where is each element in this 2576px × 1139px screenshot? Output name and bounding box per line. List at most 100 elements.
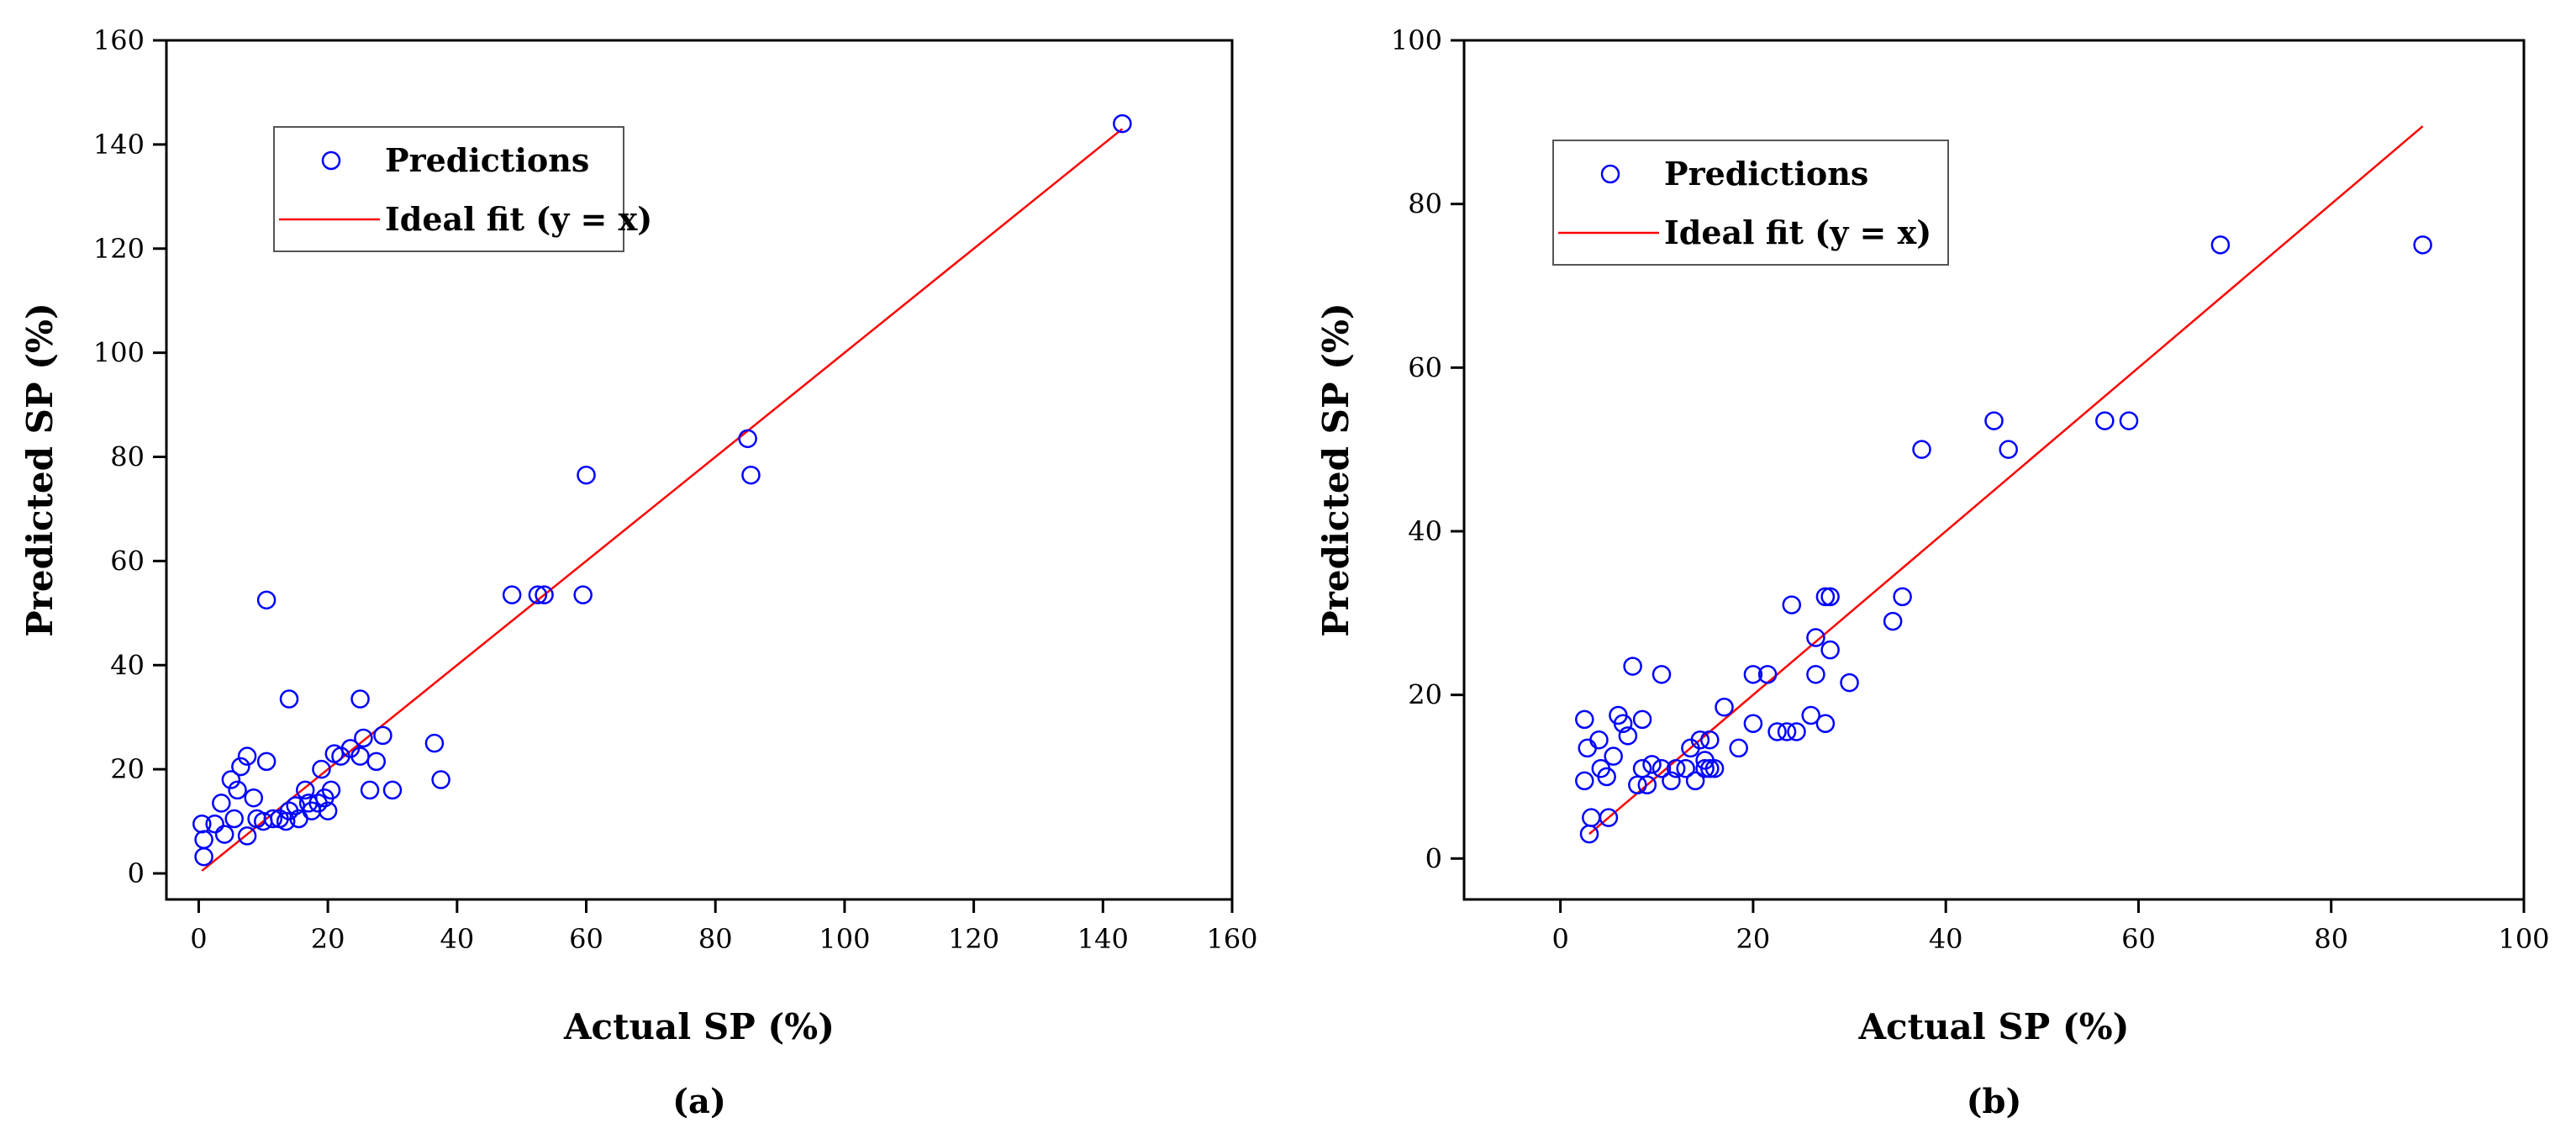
chart-b-y-tick-label: 80 — [1408, 188, 1442, 220]
chart-b-data-point — [1757, 665, 1778, 684]
chart-b-data-point — [1704, 759, 1725, 778]
chart-b-data-point — [1582, 808, 1601, 827]
chart-a-data-point — [535, 585, 554, 604]
chart-a-x-tick-label: 80 — [698, 923, 733, 955]
chart-a-data-point — [321, 780, 341, 800]
chart-b-data-point — [1815, 587, 1836, 607]
chart-b-legend-marker-icon — [1600, 164, 1620, 184]
chart-a-legend-box — [273, 126, 624, 252]
chart-b-data-point — [1729, 738, 1748, 758]
chart-b-data-point — [1597, 767, 1616, 787]
chart-b-data-point — [1632, 759, 1652, 778]
chart-a-data-point — [424, 733, 445, 753]
chart-b-data-point — [1743, 665, 1763, 684]
chart-b-data-point — [1637, 775, 1657, 794]
chart-a-data-point — [373, 725, 392, 746]
chart-b-legend-box — [1552, 140, 1949, 266]
chart-b-y-tick-label: 60 — [1408, 351, 1442, 383]
chart-b-data-point — [1912, 440, 1931, 459]
chart-a-x-tick-label: 160 — [1206, 923, 1257, 955]
chart-b-data-point — [2119, 411, 2139, 430]
chart-a-data-point — [205, 814, 224, 834]
chart-a-x-tick-label: 120 — [948, 923, 999, 955]
chart-a-data-point — [194, 846, 213, 867]
chart-b-legend-label-ideal-fit: Ideal fit (y = x) — [1664, 214, 1931, 251]
chart-b-data-point — [1715, 698, 1734, 717]
chart-a-data-point — [741, 465, 761, 485]
chart-b-data-point — [1700, 759, 1720, 778]
chart-b-data-point — [1589, 730, 1609, 750]
chart-a-data-point — [276, 811, 296, 831]
chart-b-legend-label-predictions: Predictions — [1664, 155, 1868, 192]
chart-b-y-axis-title: Predicted SP (%) — [1315, 303, 1356, 637]
chart-b-data-point — [1651, 665, 1672, 684]
chart-b-data-point — [1604, 746, 1623, 766]
chart-a-x-tick-label: 60 — [569, 923, 603, 955]
chart-b-ideal-fit-line — [1588, 125, 2424, 836]
chart-b-data-point — [1820, 640, 1840, 660]
chart-b-data-point — [1662, 771, 1681, 791]
chart-a-x-tick-label: 140 — [1077, 923, 1129, 955]
chart-b-data-point — [1628, 775, 1647, 794]
chart-b-data-point — [1632, 709, 1652, 730]
chart-b-data-point — [1893, 587, 1912, 607]
chart-b-data-point — [1840, 672, 1859, 693]
chart-b-data-point — [2413, 235, 2432, 255]
chart-b-data-point — [1651, 759, 1672, 778]
chart-a-data-point — [237, 826, 257, 846]
chart-a-data-point — [295, 780, 315, 800]
chart-a-data-point — [431, 770, 450, 789]
chart-b-data-point — [1700, 730, 1720, 750]
chart-b-data-point — [1883, 611, 1903, 631]
chart-a-x-axis-title: Actual SP (%) — [563, 1006, 835, 1047]
chart-b-data-point — [1767, 722, 1787, 741]
chart-a-data-point — [212, 794, 231, 813]
chart-a-y-tick-label: 60 — [110, 545, 145, 577]
chart-b-y-tick-label: 0 — [1425, 842, 1442, 874]
chart-a-data-point — [382, 780, 403, 800]
chart-b-x-tick-label: 20 — [1736, 923, 1771, 955]
chart-b-panel-label: (b) — [1967, 1082, 2022, 1121]
chart-b-data-point — [1777, 722, 1797, 741]
chart-a-data-point — [221, 770, 241, 789]
chart-b-data-point — [1815, 714, 1836, 733]
chart-a-y-tick-label: 160 — [93, 24, 145, 56]
chart-b-data-point — [1613, 714, 1633, 733]
chart-a-data-point — [279, 689, 299, 709]
chart-b-data-point — [1820, 587, 1840, 607]
chart-b-y-tick-label: 100 — [1391, 24, 1442, 56]
chart-b-data-point — [1806, 628, 1825, 647]
chart-a-x-tick-label: 100 — [819, 923, 870, 955]
chart-a-x-tick-label: 20 — [311, 923, 345, 955]
chart-b-data-point — [1787, 722, 1806, 741]
chart-a: 0 20 40 60 80 100 120 140 160 0 20 40 60 80 100 120 140 1… — [19, 24, 1258, 1121]
chart-b-x-axis-title: Actual SP (%) — [1857, 1006, 2129, 1047]
chart-a-y-tick-label: 40 — [110, 649, 145, 681]
chart-a-data-point — [350, 689, 370, 709]
chart-b-data-point — [1999, 440, 2018, 459]
chart-a-y-tick-label: 140 — [93, 129, 145, 161]
chart-b-y-tick-label: 40 — [1408, 515, 1442, 547]
chart-b-x-tick-label: 80 — [2314, 923, 2348, 955]
chart-b: 0 20 40 60 80 100 0 20 40 60 80 100 Actual SP (%) Pre… — [1315, 24, 2550, 1121]
chart-a-data-point — [263, 809, 283, 829]
chart-a-data-point — [244, 788, 263, 808]
chart-a-data-point — [194, 830, 213, 850]
chart-a-data-point — [312, 759, 331, 779]
chart-a-data-point — [366, 751, 387, 772]
chart-b-x-tick-label: 0 — [1551, 923, 1568, 955]
chart-b-data-point — [1782, 595, 1802, 614]
chart-a-y-tick-label: 20 — [110, 753, 145, 785]
chart-a-legend-marker-icon — [321, 150, 341, 171]
chart-a-x-tick-label: 0 — [190, 923, 207, 955]
chart-a-data-point — [237, 746, 257, 766]
chart-a-legend-label-ideal-fit: Ideal fit (y = x) — [385, 200, 652, 238]
chart-b-data-point — [1623, 657, 1642, 676]
chart-a-panel-label: (a) — [672, 1082, 726, 1121]
chart-b-data-point — [1599, 808, 1619, 827]
chart-a-y-tick-label: 120 — [93, 233, 145, 265]
chart-a-data-point — [354, 728, 373, 748]
chart-a-data-point — [228, 780, 247, 800]
chart-b-data-point — [1743, 714, 1763, 733]
